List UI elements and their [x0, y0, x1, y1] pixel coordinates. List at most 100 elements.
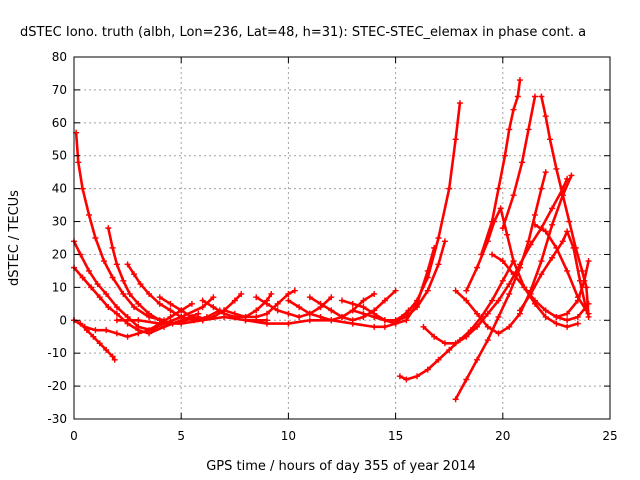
data-point [178, 313, 185, 320]
data-point [103, 290, 110, 297]
data-point [349, 320, 356, 327]
data-point [553, 320, 560, 327]
data-point [542, 313, 549, 320]
data-point [167, 313, 174, 320]
data-point [167, 300, 174, 307]
data-point [242, 317, 249, 324]
data-point [328, 307, 335, 314]
data-point [146, 310, 153, 317]
data-point [210, 304, 217, 311]
series-13 [306, 287, 399, 324]
data-point [79, 274, 86, 281]
data-point [81, 323, 88, 330]
data-point [113, 317, 120, 324]
data-point [105, 304, 112, 311]
data-point [435, 235, 442, 241]
data-point [516, 264, 523, 271]
data-point [403, 310, 410, 317]
data-point [146, 290, 153, 297]
y-tick-label: 40 [52, 182, 67, 196]
data-point [542, 169, 549, 176]
data-point [441, 340, 448, 347]
data-point [424, 274, 431, 281]
data-point [499, 277, 506, 284]
data-point [531, 221, 538, 228]
data-point [360, 310, 367, 317]
data-point [109, 244, 116, 251]
data-point [88, 284, 95, 291]
data-point [510, 192, 517, 199]
data-point [156, 294, 163, 301]
data-point [452, 287, 459, 294]
data-point [285, 320, 292, 327]
data-point [79, 185, 86, 192]
series-16 [339, 244, 438, 327]
y-tick-label: 10 [52, 280, 67, 294]
data-point [495, 297, 502, 304]
data-point [527, 290, 534, 297]
data-point [516, 307, 523, 314]
data-point [263, 310, 270, 317]
data-point [120, 277, 127, 284]
data-point [296, 313, 303, 320]
data-point [92, 327, 99, 334]
data-point [156, 300, 163, 307]
data-point [546, 136, 553, 143]
data-point [75, 159, 82, 166]
data-point [435, 261, 442, 268]
data-point [581, 277, 588, 284]
data-point [495, 313, 502, 320]
data-point [553, 244, 560, 251]
data-point [463, 333, 470, 340]
data-point [497, 205, 504, 212]
x-tick-label: 25 [602, 429, 617, 443]
data-point [542, 113, 549, 120]
series-line [115, 315, 269, 325]
series-line [254, 295, 333, 319]
y-tick-label: -30 [47, 412, 67, 426]
series-line [72, 266, 200, 335]
data-point [188, 313, 195, 320]
data-point [317, 300, 324, 307]
chart-title: dSTEC Iono. truth (albh, Lon=236, Lat=48… [20, 25, 586, 40]
data-point [178, 320, 185, 327]
data-point [463, 287, 470, 294]
data-point [371, 313, 378, 320]
data-point [296, 304, 303, 311]
data-point [538, 258, 545, 265]
grid [74, 57, 610, 419]
data-point [506, 126, 513, 133]
data-point [484, 337, 491, 344]
data-point [506, 290, 513, 297]
data-point [124, 261, 131, 268]
data-point [92, 235, 99, 241]
data-point [221, 313, 228, 320]
data-point [525, 126, 532, 133]
data-point [538, 271, 545, 278]
data-point [113, 261, 120, 268]
data-point [137, 281, 144, 288]
data-point [392, 317, 399, 324]
series-24 [478, 77, 523, 258]
data-point [474, 310, 481, 317]
data-point [446, 346, 453, 353]
data-point [585, 310, 592, 317]
data-point [484, 310, 491, 317]
data-point [199, 317, 206, 324]
data-point [135, 317, 142, 324]
data-point [501, 152, 508, 159]
data-point [113, 304, 120, 311]
data-point [452, 340, 459, 347]
data-point [495, 330, 502, 337]
data-point [126, 290, 133, 297]
x-tick-label: 10 [281, 429, 296, 443]
data-point [349, 307, 356, 314]
data-point [285, 290, 292, 297]
data-point [199, 297, 206, 304]
data-point [531, 211, 538, 218]
data-point [396, 373, 403, 380]
y-tick-label: -10 [47, 346, 67, 360]
series-25 [489, 251, 592, 324]
y-tick-label: 0 [59, 313, 67, 327]
